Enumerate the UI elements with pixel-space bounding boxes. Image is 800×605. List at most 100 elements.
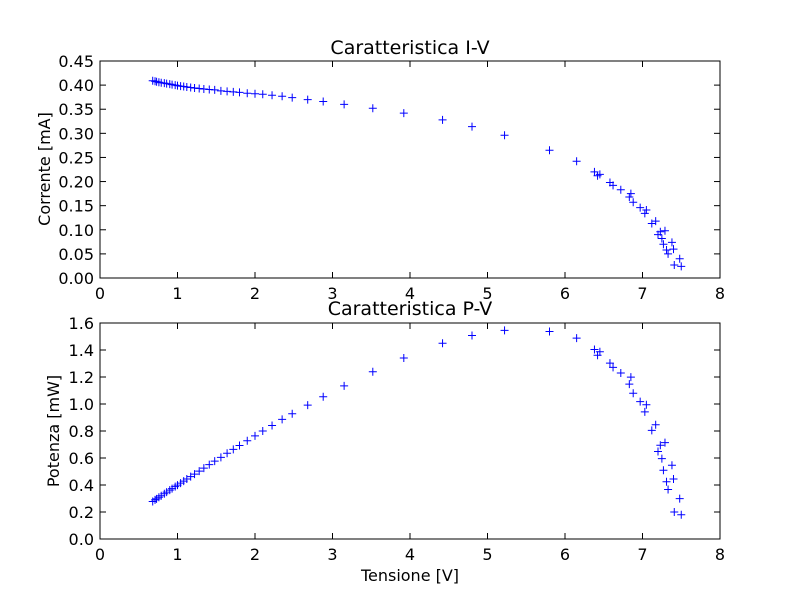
pv-data-point [243,436,252,445]
pv-data-point [210,457,219,466]
pv-x-tick-label: 3 [327,545,337,564]
iv-data-point [629,198,638,207]
pv-data-points [148,326,686,519]
pv-data-point [278,415,287,424]
iv-data-point [626,189,635,198]
pv-x-tick-label: 6 [560,545,570,564]
pv-data-point [656,441,665,450]
pv-data-point [235,441,244,450]
iv-x-tick-label: 8 [715,284,725,303]
pv-data-point [636,397,645,406]
iv-y-tick-label: 0.15 [58,197,94,216]
pv-y-axis-label: Potenza [mW] [44,375,63,487]
pv-data-point [319,392,328,401]
iv-data-point [609,181,618,190]
pv-data-point [216,453,225,462]
iv-x-tick-label: 3 [327,284,337,303]
pv-data-point [251,431,259,440]
pv-data-point [664,485,673,494]
iv-data-point [657,234,666,243]
pv-data-point [190,470,199,479]
pv-x-tick-label: 8 [715,545,725,564]
iv-data-point [468,122,476,131]
pv-data-point [616,368,625,377]
pv-data-point [268,421,277,430]
iv-y-tick-label: 0.25 [58,148,94,167]
pv-data-point [595,347,604,356]
pv-data-point [670,508,679,516]
iv-data-point [268,91,277,100]
iv-data-point [319,97,328,106]
pv-data-point [438,339,447,348]
iv-y-tick-label: 0.05 [58,245,94,264]
pv-chart-title: Caratteristica P-V [328,298,493,320]
iv-plot-frame [99,60,721,279]
iv-data-point [625,192,634,201]
iv-ticks: 0 1 2 3 4 5 6 7 8 0.00 0.05 0.10 0.15 0.20 0.25 0.30 0.3… [58,52,725,303]
iv-data-point [210,85,219,94]
iv-data-point [664,249,673,258]
pv-data-point [468,331,476,340]
pv-data-point [647,426,656,435]
pv-x-tick-label: 2 [250,545,260,564]
pv-data-point [669,475,678,484]
pv-data-point [626,373,635,382]
iv-data-point [235,88,244,97]
pv-data-point [590,345,599,354]
iv-data-point [288,93,297,102]
iv-data-point [595,170,604,179]
pv-data-point [659,466,668,475]
pv-data-point [545,327,554,336]
iv-data-point [243,89,252,98]
pv-data-point [629,389,638,398]
iv-x-tick-label: 0 [95,284,105,303]
iv-x-tick-label: 7 [637,284,647,303]
iv-data-point [258,90,267,99]
pv-x-tick-label: 1 [172,545,182,564]
pv-data-point [677,510,686,519]
pv-y-tick-label: 0.0 [69,530,94,549]
pv-plot: Caratteristica P-V Potenza [mW] Tensione… [44,298,725,585]
pv-y-tick-label: 1.6 [69,314,94,333]
pv-data-point [667,461,676,470]
pv-data-point [605,359,614,368]
iv-data-point [667,238,676,247]
iv-y-tick-label: 0.30 [58,124,94,143]
iv-data-point [368,104,377,113]
iv-y-tick-label: 0.40 [58,76,94,95]
pv-data-point [609,363,618,372]
iv-data-point [572,157,581,166]
pv-y-tick-label: 0.8 [69,422,94,441]
pv-x-tick-label: 4 [405,545,415,564]
iv-data-point [662,246,671,255]
iv-x-tick-label: 1 [172,284,182,303]
iv-data-point [278,92,287,101]
iv-data-point [251,89,259,98]
pv-data-point [258,427,267,435]
iv-data-point [545,146,554,155]
iv-data-point [677,262,686,271]
pv-data-point [340,381,349,390]
pv-ticks: 0 1 2 3 4 5 6 7 8 0.0 0.2 0.4 0.6 0.8 1.0 1.2 1.4 1.6 [69,314,726,564]
pv-data-point [199,464,208,473]
iv-data-point [340,100,349,109]
iv-data-point [669,245,678,254]
pv-y-tick-label: 0.2 [69,503,94,522]
iv-data-points [148,76,686,271]
pv-data-point [399,353,408,362]
pv-data-point [195,467,204,476]
iv-chart-title: Caratteristica I-V [330,37,489,59]
iv-y-tick-label: 0.00 [58,269,94,288]
pv-data-point [654,447,662,456]
pv-data-point [288,409,297,418]
iv-data-point [399,109,408,118]
iv-y-tick-label: 0.10 [58,221,94,240]
pv-data-point [229,445,238,454]
pv-data-point [651,420,660,429]
pv-data-point [660,438,669,447]
pv-data-point [205,460,214,469]
pv-y-tick-label: 0.6 [69,449,94,468]
iv-plot: Caratteristica I-V Corrente [mA] 0 1 2 3 4 5 6… [35,37,725,303]
iv-data-point [616,185,625,194]
